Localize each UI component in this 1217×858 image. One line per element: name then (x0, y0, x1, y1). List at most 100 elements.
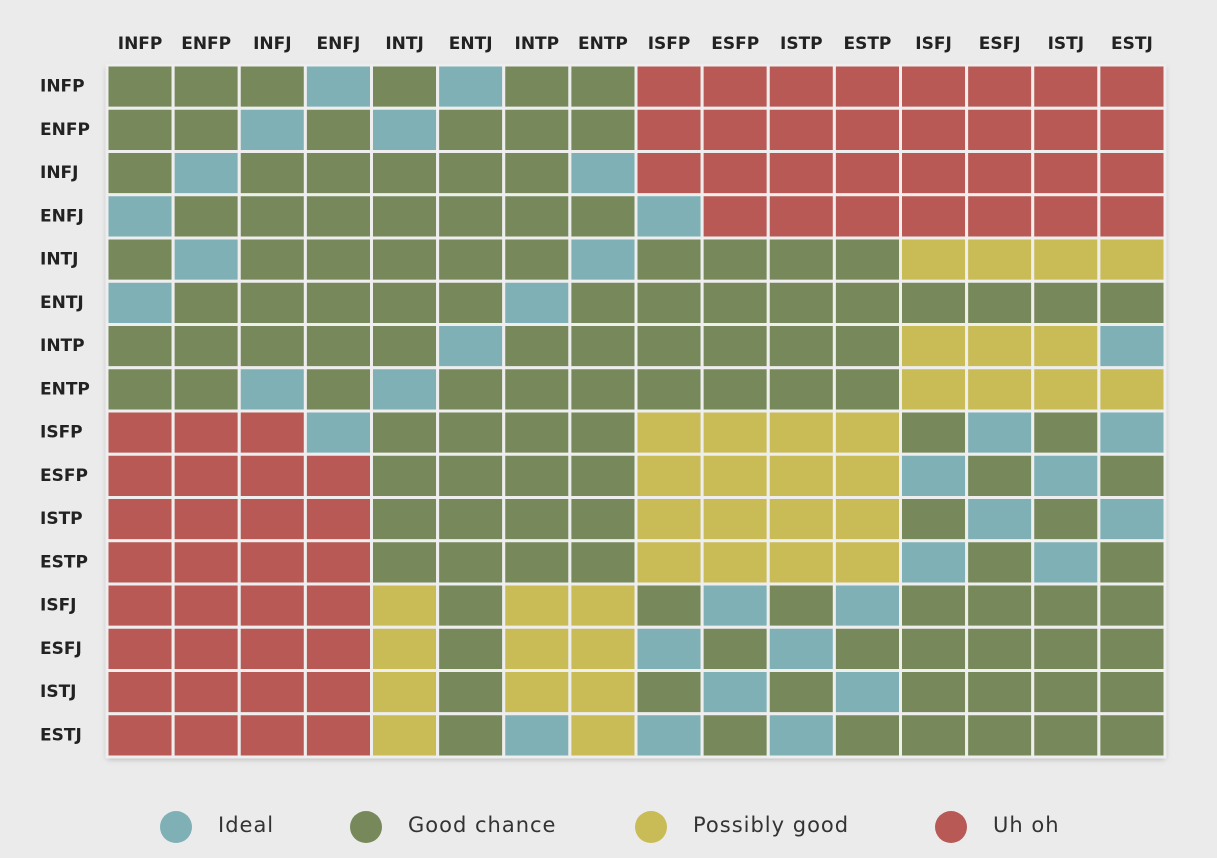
cell (171, 236, 241, 283)
cell (568, 323, 638, 370)
cell (105, 669, 175, 716)
cell (766, 712, 836, 759)
cell (899, 452, 969, 499)
column-label: ESTP (843, 34, 891, 54)
cell (700, 409, 770, 456)
cell (766, 452, 836, 499)
cell (1031, 366, 1101, 413)
cell (502, 539, 572, 586)
cell (899, 106, 969, 153)
cell (832, 712, 902, 759)
cell (634, 582, 704, 629)
column-label: ENTJ (449, 34, 493, 54)
legend-swatch (350, 811, 382, 843)
cell (105, 409, 175, 456)
cell (1031, 539, 1101, 586)
cell (634, 452, 704, 499)
cell (237, 323, 307, 370)
cell (105, 279, 175, 326)
cell (700, 496, 770, 543)
cell (303, 496, 373, 543)
cell (436, 625, 506, 672)
cell (171, 669, 241, 716)
cell (502, 366, 572, 413)
cell (832, 669, 902, 716)
cell (370, 150, 440, 197)
cell (965, 409, 1035, 456)
cell (832, 496, 902, 543)
cell (634, 63, 704, 110)
cell (965, 452, 1035, 499)
cell (436, 323, 506, 370)
cell (105, 712, 175, 759)
cell (700, 539, 770, 586)
cell (1031, 625, 1101, 672)
cell (568, 236, 638, 283)
cell (965, 712, 1035, 759)
cell (370, 539, 440, 586)
cell (370, 236, 440, 283)
row-label: ENTP (40, 379, 90, 399)
cell (370, 193, 440, 240)
cell (832, 236, 902, 283)
cell (436, 452, 506, 499)
cell (1031, 279, 1101, 326)
cell (568, 712, 638, 759)
cell (502, 409, 572, 456)
cell (766, 409, 836, 456)
cell (700, 63, 770, 110)
cell (568, 669, 638, 716)
cell (1031, 193, 1101, 240)
cell (303, 366, 373, 413)
cell (502, 63, 572, 110)
legend-label: Good chance (408, 813, 556, 837)
cell (370, 366, 440, 413)
cell (899, 712, 969, 759)
cell (1097, 150, 1167, 197)
cell (899, 279, 969, 326)
cell (965, 496, 1035, 543)
row-label: INTP (40, 336, 85, 356)
cell (568, 452, 638, 499)
cell (105, 106, 175, 153)
cell (700, 452, 770, 499)
cell (700, 366, 770, 413)
cell (766, 539, 836, 586)
cell (634, 279, 704, 326)
cell (766, 669, 836, 716)
cell (303, 236, 373, 283)
cell (1097, 409, 1167, 456)
cell (502, 496, 572, 543)
cell (436, 582, 506, 629)
legend-label: Uh oh (993, 813, 1060, 837)
cell (436, 366, 506, 413)
cell (237, 452, 307, 499)
cell (502, 712, 572, 759)
cell (237, 63, 307, 110)
cell (171, 712, 241, 759)
legend-swatch (935, 811, 967, 843)
column-label: ISTJ (1048, 34, 1085, 54)
legend-label: Possibly good (693, 813, 849, 837)
cell (105, 150, 175, 197)
cell (303, 150, 373, 197)
legend-swatch (635, 811, 667, 843)
cell (899, 193, 969, 240)
row-label: ISTP (40, 509, 83, 529)
legend-label: Ideal (218, 813, 274, 837)
column-label: ESTJ (1111, 34, 1153, 54)
cell (899, 366, 969, 413)
cell (899, 625, 969, 672)
cell (568, 193, 638, 240)
column-label: ENFJ (317, 34, 361, 54)
cell (1031, 409, 1101, 456)
cell (899, 582, 969, 629)
cell (303, 712, 373, 759)
cell (303, 323, 373, 370)
cell (832, 409, 902, 456)
row-label: ESFJ (40, 639, 82, 659)
cell (237, 366, 307, 413)
cell (303, 279, 373, 326)
cell (700, 582, 770, 629)
row-label: ENTJ (40, 293, 84, 313)
